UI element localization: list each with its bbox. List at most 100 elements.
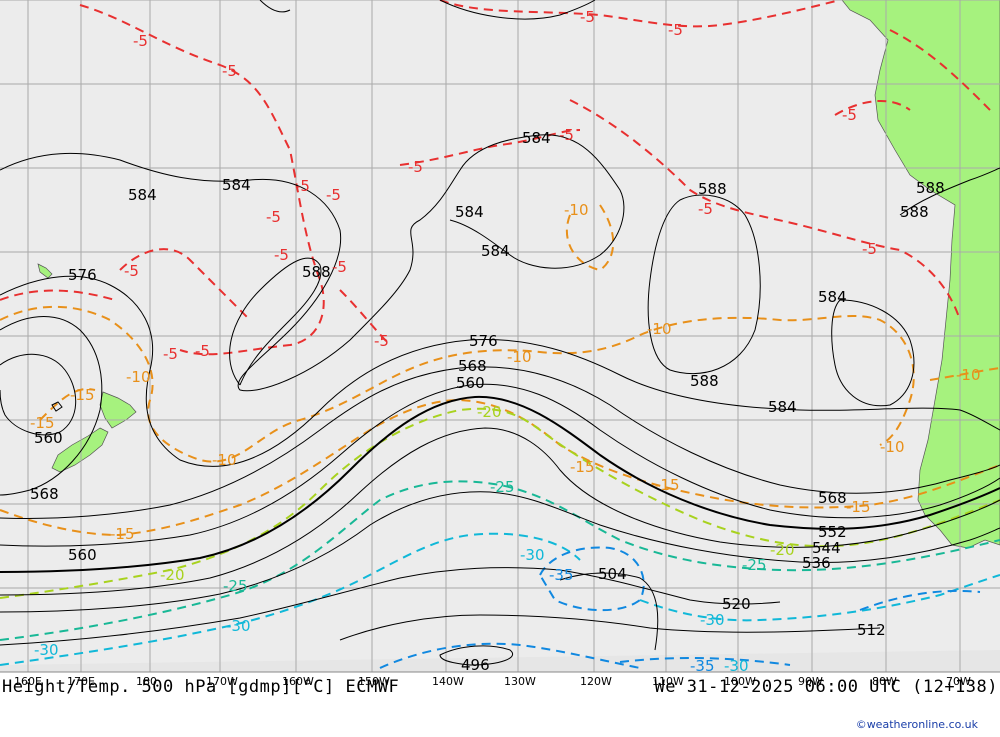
longitude-label: 140W: [432, 675, 464, 688]
temp-label: -30: [520, 546, 545, 564]
contour-576: [0, 275, 1000, 467]
height-label: 560: [34, 429, 63, 447]
temp-label: -5: [133, 32, 148, 50]
height-label: 588: [698, 180, 727, 198]
longitude-label: 90W: [798, 675, 823, 688]
longitude-labels: 160E 170E 180 170W 160W 150W 140W 130W 120W 110W 1…: [14, 675, 971, 688]
temp-label: -5: [842, 106, 857, 124]
temp-label: -5: [559, 126, 574, 144]
isotherm-minus15-b: [39, 388, 96, 421]
isotherm-minus10-b: [565, 204, 615, 272]
isotherm-minus15-a: [0, 398, 1000, 537]
longitude-label: 180: [136, 675, 157, 688]
lat-lon-grid: [0, 0, 1000, 672]
isotherm-minus35-c: [619, 657, 791, 666]
isotherm-minus5-i: [834, 99, 911, 116]
contour-496: [439, 645, 513, 666]
height-label: 584: [222, 176, 251, 194]
longitude-label: 70W: [946, 675, 971, 688]
temp-label: -25: [742, 556, 767, 574]
temp-label: -15: [846, 498, 871, 516]
temp-label: -20: [160, 566, 185, 584]
isotherm-minus30-b: [639, 574, 1000, 622]
contour-584-right: [831, 299, 915, 407]
height-contours: [0, 0, 1000, 666]
height-label: 512: [857, 621, 886, 639]
height-label: 584: [128, 186, 157, 204]
temp-label: -15: [30, 414, 55, 432]
isotherm-minus5-g: [339, 289, 391, 346]
isotherm-minus35-d: [859, 589, 981, 611]
temp-label: -35: [549, 566, 574, 584]
height-label: 560: [456, 374, 485, 392]
contour-504: [559, 572, 659, 651]
isotherm-minus10-a: [0, 305, 915, 463]
height-label: 496: [461, 656, 490, 674]
longitude-label: 150W: [358, 675, 390, 688]
antarctica-edge: [0, 650, 1000, 672]
isotherm-minus30-a: [0, 532, 581, 666]
temp-label: -5: [124, 262, 139, 280]
temp-label: -20: [477, 403, 502, 421]
temp-label: -5: [222, 62, 237, 80]
nz-south-island: [51, 427, 109, 473]
temp-label: -5: [332, 258, 347, 276]
longitude-label: 100W: [724, 675, 756, 688]
contour-584-top2: [439, 0, 596, 20]
contour-584-top: [259, 0, 291, 13]
height-label: 588: [302, 263, 331, 281]
isotherm-minus5-d: [399, 129, 581, 166]
temp-label: -15: [110, 525, 135, 543]
longitude-label: 80W: [872, 675, 897, 688]
temp-label: -10: [956, 366, 981, 384]
longitude-label: 170E: [67, 675, 95, 688]
height-label: 560: [68, 546, 97, 564]
height-label: 568: [818, 489, 847, 507]
contour-560-main: [0, 383, 1000, 547]
longitude-label: 110W: [652, 675, 684, 688]
temp-label: -15: [570, 458, 595, 476]
contour-588-sa: [899, 167, 1000, 216]
temp-label: -10: [880, 438, 905, 456]
height-label: 584: [455, 203, 484, 221]
longitude-label: 120W: [580, 675, 612, 688]
temp-label: -10: [647, 320, 672, 338]
height-label: 544: [812, 539, 841, 557]
height-label: 552: [818, 523, 847, 541]
isotherm-minus10-c: [929, 367, 1000, 381]
longitude-label: 160E: [14, 675, 42, 688]
credit-link[interactable]: ©weatheronline.co.uk: [855, 718, 978, 731]
height-label: 576: [68, 266, 97, 284]
valid-time: We 31-12-2025 06:00 UTC (12+138): [654, 677, 998, 697]
temp-label: -5: [408, 158, 423, 176]
temp-label: -5: [862, 240, 877, 258]
temp-label: -15: [655, 476, 680, 494]
isotherm-minus5-e: [569, 99, 961, 321]
height-labels: 584 584 576 560 568 560 584 584 584 588 …: [30, 129, 945, 674]
height-label: 588: [900, 203, 929, 221]
contour-568: [0, 316, 103, 496]
temp-label: -5: [195, 342, 210, 360]
contour-552: [0, 395, 1000, 573]
height-label: 520: [722, 595, 751, 613]
height-label: 584: [818, 288, 847, 306]
contour-588-center: [647, 194, 761, 375]
contour-520: [0, 567, 781, 646]
contour-544: [0, 427, 1000, 596]
temp-label: -5: [266, 208, 281, 226]
temp-label: -35: [690, 657, 715, 675]
height-label: 588: [916, 179, 945, 197]
isotherm-minus5-b: [119, 248, 251, 321]
temp-label: -5: [274, 246, 289, 264]
temp-label: -5: [374, 332, 389, 350]
temp-label: -5: [698, 200, 713, 218]
temp-label: -15: [70, 386, 95, 404]
height-label: 568: [30, 485, 59, 503]
temp-label: -5: [163, 345, 178, 363]
height-label: 584: [768, 398, 797, 416]
height-label: 588: [690, 372, 719, 390]
temp-label: -5: [326, 186, 341, 204]
new-caledonia: [37, 263, 53, 279]
temp-label: -10: [564, 201, 589, 219]
